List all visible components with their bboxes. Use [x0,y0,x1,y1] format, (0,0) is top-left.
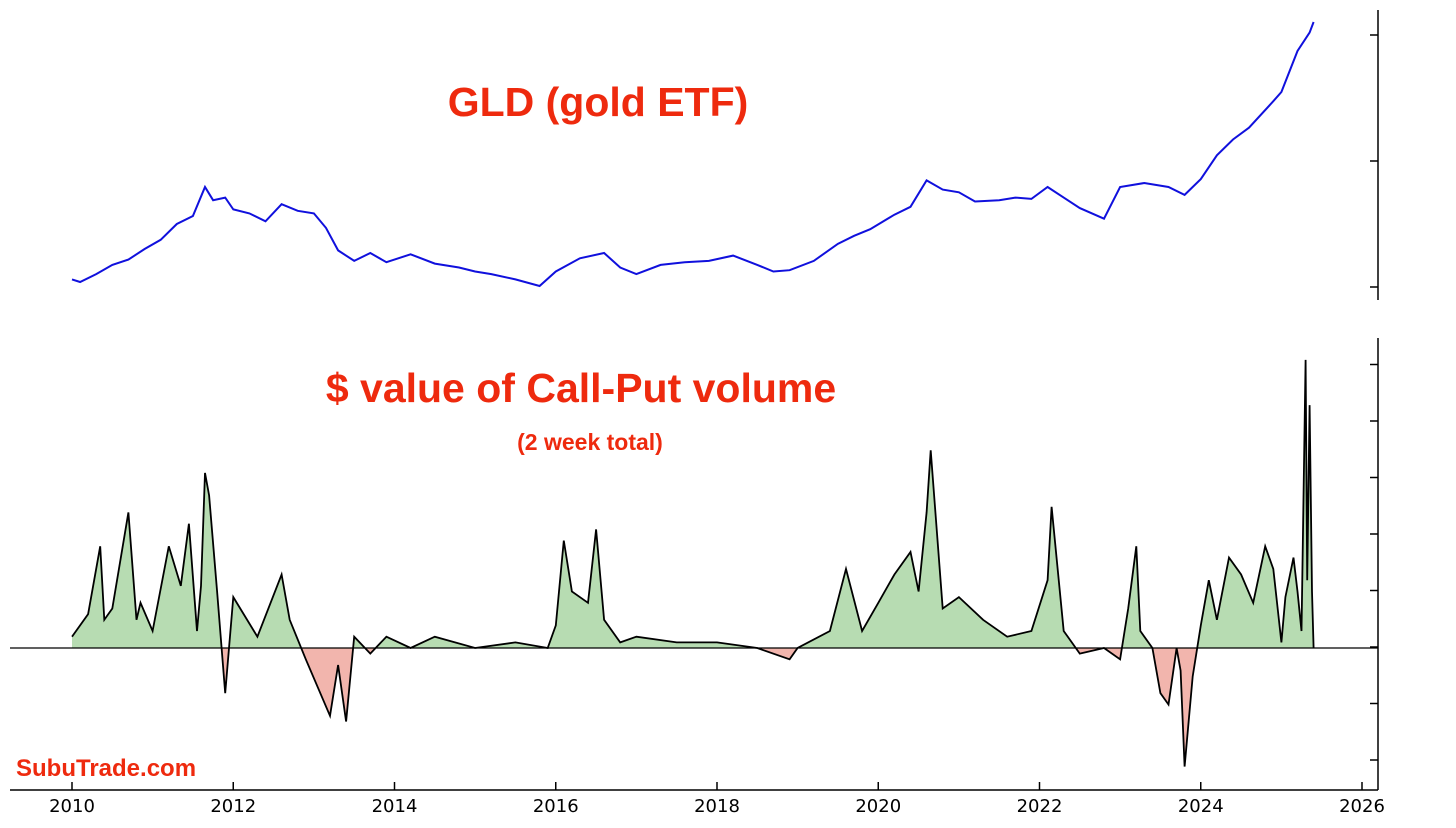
positive-flow-area [72,359,1314,648]
top-y-ticks [1370,34,1378,288]
x-tick-label: 2016 [533,796,579,817]
bottom-chart-title: $ value of Call-Put volume [326,365,836,411]
watermark: SubuTrade.com [16,755,196,782]
x-tick-label: 2024 [1178,796,1224,817]
x-tick-label: 2014 [372,796,418,817]
x-tick-label: 2012 [210,796,256,817]
x-ticks: 2010 2012 2014 2016 2018 2020 2022 2024 2026 [49,782,1385,817]
x-tick-label: 2018 [694,796,740,817]
flow-series-line [71,359,1315,767]
x-tick-label: 2022 [1017,796,1063,817]
top-panel: GLD (gold ETF) [71,10,1379,300]
bottom-panel: 2010 2012 2014 2016 2018 2020 2022 2024 2026 $ v… [10,338,1385,817]
bottom-y-ticks [1370,363,1378,761]
price-series-line [71,21,1315,288]
x-tick-label: 2026 [1339,796,1385,817]
x-tick-label: 2010 [49,796,95,817]
top-chart-title: GLD (gold ETF) [448,79,749,125]
negative-flow-area [72,648,1314,767]
x-tick-label: 2020 [855,796,901,817]
bottom-chart-subtitle: (2 week total) [517,429,663,455]
